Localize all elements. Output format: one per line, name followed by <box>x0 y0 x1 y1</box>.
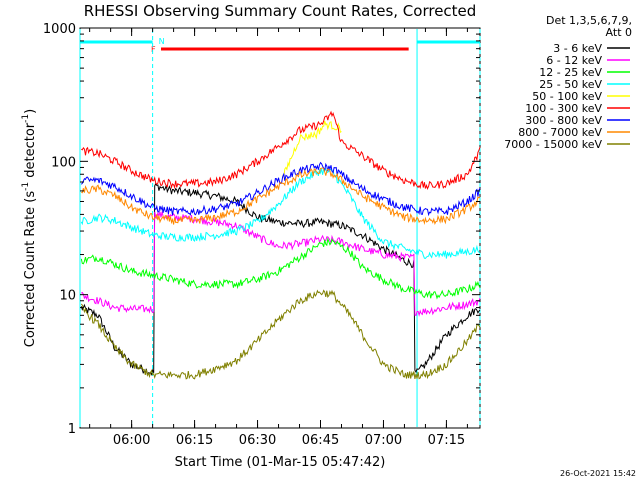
flare-flag-label: F <box>151 45 156 54</box>
x-tick-label: 06:15 <box>176 433 213 448</box>
x-tick-label: 06:00 <box>113 433 150 448</box>
series-line-2 <box>81 211 481 317</box>
legend-label: 7000 - 15000 keV <box>504 138 602 151</box>
y-axis-label: Corrected Count Rate (s-1 detector-1) <box>21 109 38 347</box>
series-line-9 <box>80 289 481 380</box>
legend-label: 25 - 50 keV <box>539 78 602 91</box>
y-axis-label-sup2: -1 <box>21 114 31 123</box>
series-line-8 <box>81 167 481 226</box>
timestamp: 26-Oct-2021 15:42 <box>560 469 636 478</box>
legend-label: 3 - 6 keV <box>553 42 602 55</box>
chart-title: RHESSI Observing Summary Count Rates, Co… <box>84 2 477 20</box>
legend-label: 6 - 12 keV <box>546 54 602 67</box>
x-tick-label: 06:45 <box>302 433 339 448</box>
legend-label: 800 - 7000 keV <box>518 126 602 139</box>
series-line-6 <box>81 110 481 190</box>
legend-label: 300 - 800 keV <box>525 114 602 127</box>
series-line-1 <box>80 182 481 377</box>
y-tick-label: 10 <box>59 289 76 304</box>
series-line-5 <box>282 120 342 179</box>
series-line-4 <box>80 167 481 259</box>
legend-label: 50 - 100 keV <box>532 90 602 103</box>
y-tick-label: 1 <box>68 422 76 437</box>
series-layer <box>80 110 481 380</box>
flag-layer: NF <box>79 29 481 427</box>
series-line-7 <box>80 161 481 217</box>
legend-label: 100 - 300 keV <box>525 102 602 115</box>
night-flag-label: N <box>159 37 165 46</box>
x-tick-label: 07:00 <box>365 433 402 448</box>
legend-label: 12 - 25 keV <box>539 66 602 79</box>
y-axis-label-end: ) <box>23 109 38 114</box>
x-tick-label: 06:30 <box>239 433 276 448</box>
y-axis-label-mid: detector <box>23 122 38 182</box>
y-axis-label-main: Corrected Count Rate (s <box>23 191 38 348</box>
x-tick-label: 07:15 <box>428 433 465 448</box>
series-line-3 <box>80 237 481 300</box>
y-tick-label: 1000 <box>43 22 76 37</box>
x-axis-label: Start Time (01-Mar-15 05:47:42) <box>175 455 386 470</box>
legend-header: Det 1,3,5,6,7,9, <box>546 14 632 27</box>
x-axis: 06:00 06:15 06:30 06:45 07:00 07:15 <box>89 28 468 448</box>
y-axis-label-sup1: -1 <box>21 182 31 191</box>
y-axis: 1 10 100 1000 <box>43 22 480 437</box>
y-tick-label: 100 <box>51 155 76 170</box>
legend-header: Att 0 <box>606 26 632 39</box>
